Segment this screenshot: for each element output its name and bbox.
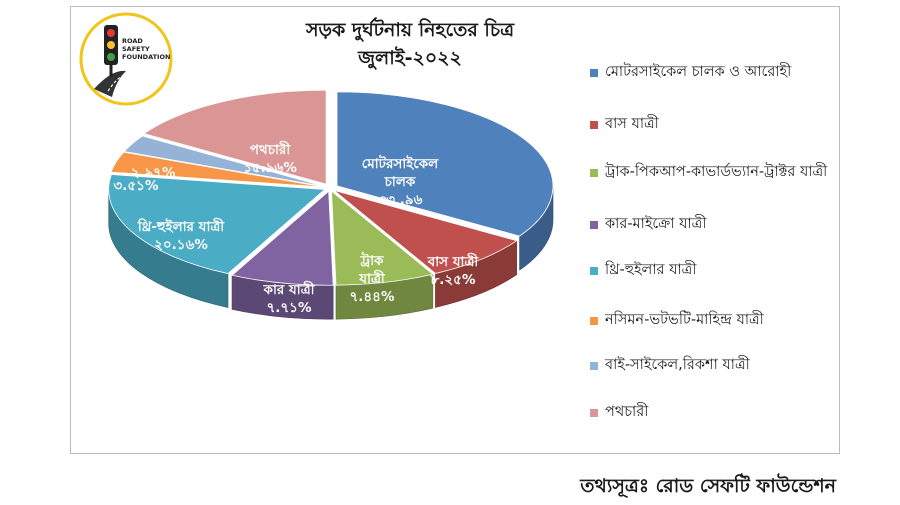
legend-item: নসিমন-ভটভটি-মাহিন্দ্র যাত্রী: [590, 310, 834, 331]
legend-swatch: [590, 409, 598, 417]
pie-slice: [231, 190, 334, 286]
legend-label: ট্রাক-পিকআপ-কাভার্ডভ্যান-ট্রাক্টর যাত্রী: [605, 164, 828, 180]
slice-data-label: বাস যাত্রী ৮.২৫%: [427, 252, 480, 288]
slice-data-label: পথচারী ১৫.৯৬%: [243, 140, 297, 176]
pie-slice: [143, 89, 327, 185]
slice-data-label: মোটরসাইকেল চালক ৩৩ .৯৬: [362, 154, 439, 208]
legend-label: বাই-সাইকেল,রিকশা যাত্রী: [605, 357, 750, 373]
slice-data-label: ৩.৫১%: [114, 178, 159, 194]
pie-slice: [123, 135, 325, 187]
chart-subtitle: জুলাই-২০২২: [358, 47, 462, 69]
legend-swatch: [590, 69, 598, 77]
slice-data-label: ট্রাক যাত্রী ৭.৪৪%: [350, 251, 395, 305]
legend-label: পথচারী: [605, 404, 649, 420]
pie-slice: [108, 174, 326, 275]
legend-label: মোটরসাইকেল চালক ও আরোহী: [605, 64, 792, 80]
logo-text-line: ROAD: [122, 37, 143, 45]
pie-slice: [331, 190, 434, 286]
pie-slices: [108, 89, 554, 286]
legend-label: নসিমন-ভটভটি-মাহিন্দ্র যাত্রী: [605, 312, 764, 328]
legend-swatch: [590, 267, 598, 275]
slice-data-label: কার যাত্রী ৭.৭১%: [263, 280, 316, 316]
pie-side-walls: [108, 185, 554, 320]
legend-item: বাস যাত্রী: [590, 114, 834, 135]
source-note: তথ্যসূত্রঃ রোড সেফটি ফাউন্ডেশন: [580, 475, 836, 497]
pie-slice: [110, 151, 325, 188]
legend-item: ট্রাক-পিকআপ-কাভার্ডভ্যান-ট্রাক্টর যাত্রী: [590, 162, 834, 183]
legend-item: মোটরসাইকেল চালক ও আরোহী: [590, 62, 834, 83]
legend-item: কার-মাইক্রো যাত্রী: [590, 214, 834, 235]
chart-title: সড়ক দুর্ঘটনায় নিহতের চিত্র: [305, 19, 515, 41]
legend-label: থ্রি-হুইলার যাত্রী: [605, 262, 697, 278]
slice-data-label: থ্রি-হুইলার যাত্রী ২০.১৬%: [137, 217, 225, 253]
pie-slice: [336, 91, 554, 237]
legend-swatch: [590, 169, 598, 177]
legend-swatch: [590, 317, 598, 325]
slice-data-label: ২.৯৭%: [131, 165, 176, 181]
pie-slice: [333, 190, 518, 274]
legend-item: বাই-সাইকেল,রিকশা যাত্রী: [590, 355, 834, 376]
logo-text-line: FOUNDATION: [122, 53, 170, 61]
logo-text-line: SAFETY: [122, 45, 150, 53]
road-safety-foundation-logo: ROAD SAFETY FOUNDATION: [79, 12, 173, 106]
slice-labels: মোটরসাইকেল চালক ৩৩ .৯৬ বাস যাত্রী ৮.২৫% ট্রাক…: [114, 140, 480, 316]
legend-swatch: [590, 121, 598, 129]
legend-item: থ্রি-হুইলার যাত্রী: [590, 260, 834, 281]
legend-item: পথচারী: [590, 402, 834, 423]
legend-label: কার-মাইক্রো যাত্রী: [605, 216, 707, 232]
legend-label: বাস যাত্রী: [605, 116, 659, 132]
traffic-light-icon: [104, 25, 118, 77]
legend-swatch: [590, 362, 598, 370]
legend-swatch: [590, 221, 598, 229]
